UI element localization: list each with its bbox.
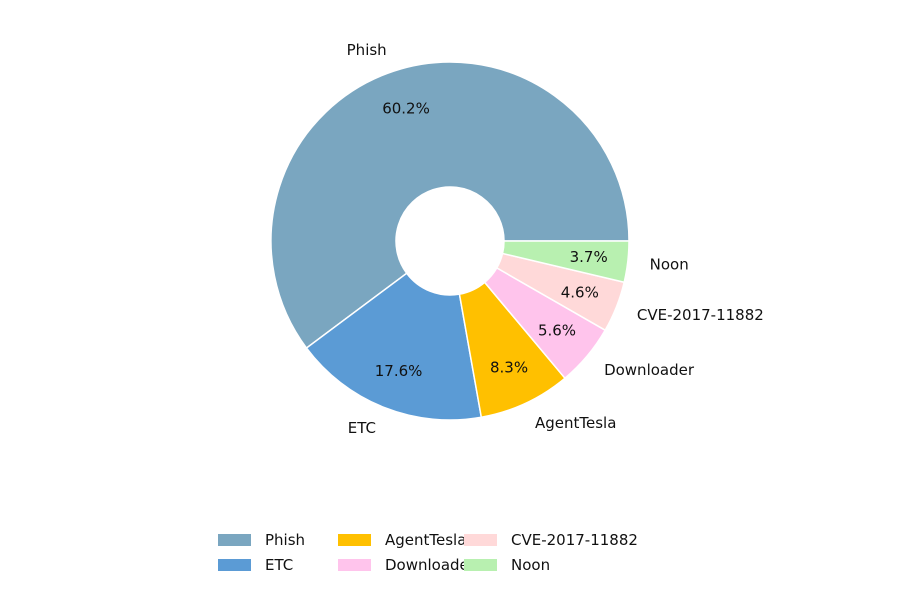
legend-label: ETC (265, 555, 294, 574)
legend-item-phish: Phish (218, 527, 338, 552)
legend-item-agenttesla: AgentTesla (338, 527, 467, 552)
slice-phish (270, 61, 630, 350)
slices-group (270, 61, 630, 421)
labels-group: Phish 60.2% ETC 17.6% AgentTesla 8.3% Download… (347, 41, 764, 437)
legend-label: Phish (265, 530, 306, 549)
legend-item-cve-2017-11882: CVE-2017-11882 (464, 527, 644, 552)
legend-item-downloader: Downloader (338, 552, 475, 577)
slice-label-noon: Noon (650, 255, 689, 273)
slice-label-downloader: Downloader (604, 361, 695, 379)
legend-swatch (338, 533, 371, 546)
legend-label: Downloader (385, 555, 475, 574)
slice-label-etc: ETC (348, 419, 376, 437)
legend-item-etc: ETC (218, 552, 338, 577)
slice-percent-etc: 17.6% (375, 362, 423, 380)
legend-label: CVE-2017-11882 (511, 530, 638, 549)
slice-noon (501, 240, 630, 284)
legend-label: Noon (511, 555, 551, 574)
slice-label-agenttesla: AgentTesla (535, 414, 616, 432)
legend-swatch (464, 558, 497, 571)
legend-swatch (338, 558, 371, 571)
legend-swatch (218, 533, 251, 546)
legend-label: AgentTesla (385, 530, 467, 549)
legend-item-noon: Noon (464, 552, 644, 577)
slice-etc (305, 272, 483, 421)
legend-swatch (218, 558, 251, 571)
slice-label-cve-2017-11882: CVE-2017-11882 (637, 306, 764, 324)
slice-percent-downloader: 5.6% (538, 322, 576, 340)
slice-label-phish: Phish (347, 41, 387, 59)
slice-percent-agenttesla: 8.3% (490, 359, 528, 377)
slice-percent-phish: 60.2% (382, 99, 430, 117)
slice-percent-noon: 3.7% (570, 248, 608, 266)
legend-swatch (464, 533, 497, 546)
legend: Phish ETC AgentTesla Downloader CVE-2017-118… (218, 527, 718, 577)
slice-percent-cve-2017-11882: 4.6% (561, 283, 599, 301)
